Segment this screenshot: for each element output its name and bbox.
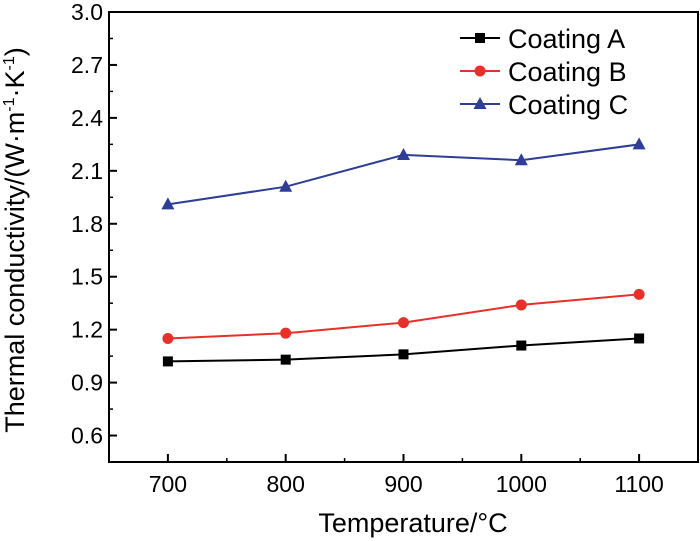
data-point-square — [162, 356, 173, 367]
series-points — [161, 137, 646, 367]
y-tick-label: 0.6 — [71, 423, 103, 449]
x-axis-ticks: 700 800 900 1000 1100 — [108, 454, 699, 497]
x-axis-title: Temperature/°C — [318, 508, 507, 538]
y-axis-title-sup1: -1 — [1, 97, 18, 111]
legend-label: Coating B — [508, 57, 627, 87]
legend-label: Coating A — [508, 24, 625, 54]
y-axis-title-main: Thermal conductivity/(W·m — [0, 112, 30, 433]
legend-marker-square — [475, 33, 485, 43]
data-point-square — [516, 340, 527, 351]
x-tick-label: 900 — [384, 471, 422, 497]
y-tick-label: 1.2 — [71, 317, 103, 343]
y-axis-title: Thermal conductivity/(W·m-1·K-1) — [0, 47, 30, 433]
series-line-2 — [167, 293, 640, 340]
data-point-triangle — [514, 153, 528, 166]
data-point-triangle — [397, 147, 410, 160]
y-tick-label: 3.0 — [71, 0, 103, 25]
data-point-square — [634, 333, 645, 344]
y-axis-title-sup2: -1 — [1, 56, 18, 70]
series-lines — [167, 143, 640, 363]
x-tick-label: 1100 — [614, 471, 663, 497]
data-point-circle — [162, 332, 174, 344]
y-tick-label: 2.4 — [71, 105, 103, 131]
y-tick-label: 2.7 — [71, 52, 103, 78]
y-axis-title-mid: ·K — [0, 70, 30, 97]
y-axis-ticks: 0.6 0.9 1.2 1.5 1.8 2.1 2.4 2.7 3.0 — [71, 0, 117, 449]
y-tick-label: 1.8 — [71, 211, 103, 237]
data-point-square — [398, 349, 409, 360]
x-tick-label: 800 — [267, 471, 305, 497]
legend-marker-circle — [474, 65, 486, 77]
data-point-circle — [398, 317, 409, 329]
legend-label: Coating C — [508, 90, 628, 120]
data-point-circle — [515, 299, 527, 311]
data-point-triangle — [279, 179, 293, 192]
y-tick-label: 0.9 — [71, 370, 103, 396]
data-point-triangle — [632, 137, 646, 150]
data-point-square — [280, 354, 291, 365]
legend-marker-triangle — [473, 97, 487, 109]
y-tick-label: 1.5 — [71, 264, 103, 290]
data-point-triangle — [161, 197, 175, 210]
data-point-circle — [280, 327, 292, 339]
y-tick-label: 2.1 — [71, 158, 103, 184]
y-axis-title-end: ) — [0, 47, 30, 56]
x-tick-label: 1000 — [496, 471, 547, 497]
data-point-circle — [633, 288, 645, 300]
x-tick-label: 700 — [149, 471, 187, 497]
